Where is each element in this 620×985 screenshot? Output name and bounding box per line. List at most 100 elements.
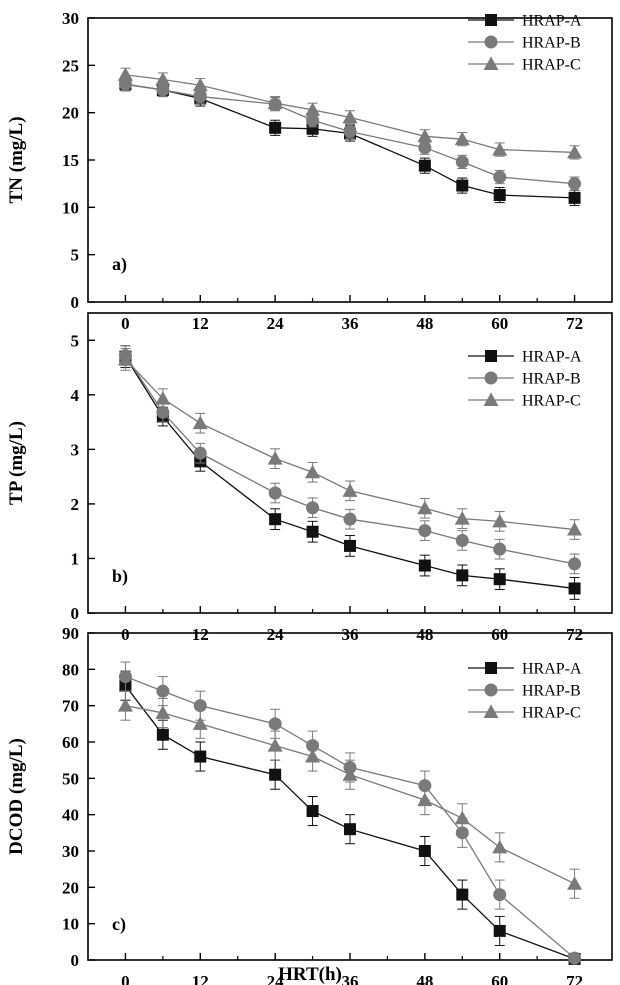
y-tick-label: 20 (62, 104, 79, 123)
data-point (418, 159, 431, 172)
legend-label: HRAP-A (522, 661, 582, 678)
series-line (125, 83, 575, 199)
data-point (418, 559, 431, 572)
y-tick-label: 40 (62, 806, 79, 825)
legend-label: HRAP-C (522, 57, 581, 74)
data-point (456, 569, 469, 582)
data-point (306, 113, 320, 127)
data-point (493, 888, 507, 902)
data-point (456, 179, 469, 192)
data-point (456, 888, 469, 901)
data-point (492, 839, 508, 854)
data-point (155, 391, 171, 405)
panel-label: b) (112, 566, 128, 587)
data-point (568, 557, 582, 571)
data-point (156, 83, 170, 97)
data-point (155, 72, 171, 86)
data-point (493, 542, 507, 556)
y-tick-label: 10 (62, 198, 79, 217)
data-point (455, 155, 469, 169)
x-tick-label: 72 (566, 314, 583, 333)
x-tick-label: 36 (342, 972, 359, 985)
y-tick-label: 5 (71, 246, 80, 265)
legend-marker (483, 704, 499, 718)
data-point (267, 95, 283, 110)
legend-marker (485, 14, 497, 26)
x-tick-label: 24 (267, 314, 285, 333)
x-tick-label: 0 (121, 625, 130, 644)
data-point (192, 77, 208, 92)
legend: HRAP-A HRAP-B HRAP-C (468, 349, 582, 410)
x-tick-label: 60 (491, 314, 508, 333)
data-point (193, 446, 207, 460)
data-point (417, 500, 433, 515)
data-point (417, 128, 433, 143)
x-tick-label: 36 (342, 314, 359, 333)
data-point (567, 876, 583, 890)
data-point (194, 750, 207, 763)
series-hrap-c (117, 67, 583, 160)
y-axis-title: TP (mg/L) (6, 421, 27, 505)
series-hrap-b (118, 345, 582, 575)
series-hrap-c (117, 347, 583, 540)
data-point (454, 810, 470, 825)
data-point (268, 486, 282, 500)
x-axis-title: HRT(h) (278, 964, 342, 985)
y-axis-title: DCOD (mg/L) (6, 738, 27, 855)
data-point (567, 522, 583, 536)
y-tick-label: 0 (71, 951, 80, 970)
data-point (344, 823, 356, 836)
legend-marker (485, 350, 497, 362)
data-point (493, 189, 506, 202)
data-point (267, 738, 283, 752)
y-tick-label: 60 (62, 733, 79, 752)
data-point (193, 90, 207, 104)
data-point (418, 845, 431, 857)
series-hrap-a (119, 345, 581, 600)
y-tick-label: 2 (71, 495, 80, 514)
x-tick-label: 24 (267, 625, 285, 644)
legend-label: HRAP-B (522, 371, 581, 388)
legend: HRAP-A HRAP-B HRAP-C (468, 661, 582, 722)
legend-marker (483, 56, 499, 70)
x-tick-label: 0 (121, 972, 130, 985)
data-point (343, 125, 357, 139)
x-tick-label: 12 (192, 314, 209, 333)
data-point (493, 573, 506, 586)
y-tick-label: 10 (62, 915, 79, 934)
data-point (344, 539, 356, 552)
legend: HRAP-A HRAP-B HRAP-C (468, 13, 582, 74)
y-tick-label: 3 (71, 440, 80, 459)
legend-label: HRAP-B (522, 683, 581, 700)
series-line (124, 356, 575, 590)
y-tick-label: 30 (62, 9, 79, 28)
x-tick-label: 48 (416, 314, 433, 333)
data-point (568, 191, 581, 204)
x-tick-label: 72 (566, 972, 583, 985)
data-point (568, 177, 582, 191)
y-tick-label: 25 (62, 56, 79, 75)
legend-label: HRAP-C (522, 393, 581, 410)
y-tick-label: 0 (71, 293, 80, 312)
data-point (492, 513, 508, 528)
data-point (155, 705, 171, 719)
data-point (156, 405, 170, 419)
data-point (454, 511, 470, 525)
data-point (342, 767, 358, 781)
legend-label: HRAP-A (522, 349, 582, 366)
y-axis-title: TN (mg/L) (6, 116, 27, 203)
data-point (267, 451, 283, 465)
y-tick-label: 80 (62, 660, 79, 679)
x-tick-label: 0 (121, 314, 130, 333)
series-line (125, 675, 575, 959)
x-tick-label: 48 (416, 972, 433, 985)
x-tick-label: 12 (192, 625, 209, 644)
data-point (117, 698, 133, 712)
x-tick-label: 60 (491, 972, 508, 985)
data-point (454, 131, 470, 146)
data-point (156, 684, 170, 698)
chart-panel-3: 0 10 20 30 40 50 60 70 80 90 0 12 24 36 48 60 72 DCOD (mg… (6, 624, 613, 985)
data-point (117, 351, 133, 366)
data-point (568, 582, 581, 595)
legend-marker (485, 662, 497, 674)
